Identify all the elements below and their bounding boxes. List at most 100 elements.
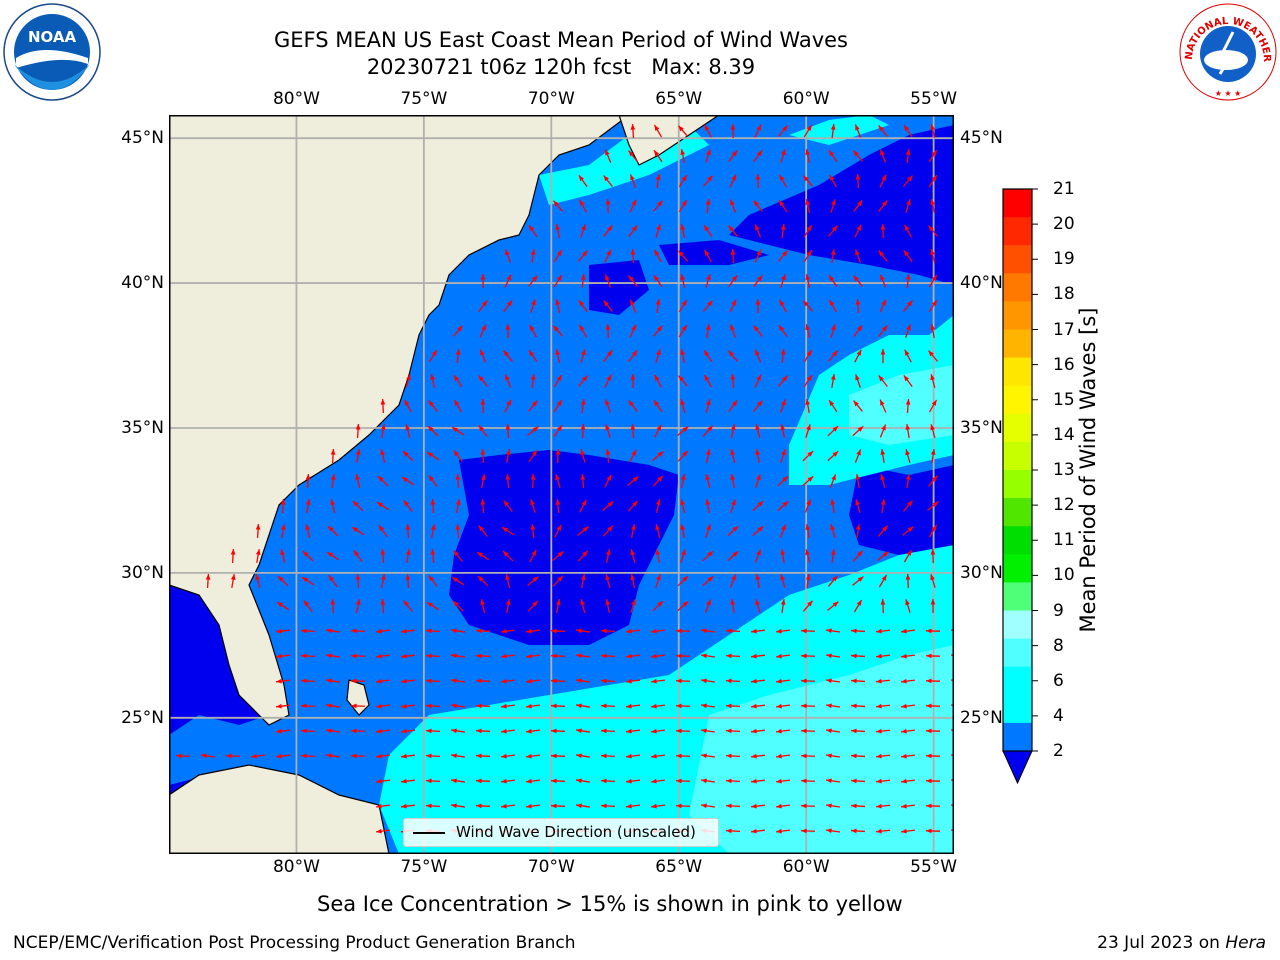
wave-arrowhead bbox=[205, 574, 211, 580]
wave-arrowhead bbox=[555, 499, 561, 505]
wave-arrowhead bbox=[851, 803, 857, 809]
wave-arrowhead bbox=[401, 678, 407, 684]
wave-arrowhead bbox=[502, 527, 509, 533]
colorbar-tick-label: 15 bbox=[1053, 389, 1075, 410]
wave-arrowhead bbox=[528, 350, 535, 357]
wave-arrowhead bbox=[530, 524, 536, 530]
colorbar bbox=[1000, 186, 1060, 790]
wave-arrowhead bbox=[751, 728, 757, 734]
wave-arrowhead bbox=[706, 149, 711, 156]
wave-arrowhead bbox=[301, 703, 307, 709]
wave-arrowhead bbox=[805, 324, 810, 331]
wave-arrowhead bbox=[801, 703, 807, 709]
wave-arrowhead bbox=[805, 199, 810, 206]
wave-arrowhead bbox=[726, 678, 732, 684]
wave-arrowhead bbox=[426, 803, 432, 809]
lat-label-left: 40°N bbox=[121, 273, 164, 294]
wave-arrowhead bbox=[706, 449, 711, 456]
wave-arrowhead bbox=[376, 728, 382, 734]
wave-arrowhead bbox=[826, 778, 832, 784]
wave-arrowhead bbox=[829, 299, 835, 306]
wave-arrowhead bbox=[406, 374, 411, 381]
wave-arrowhead bbox=[751, 628, 757, 634]
wave-arrowhead bbox=[853, 400, 859, 407]
wave-arrowhead bbox=[426, 728, 432, 734]
colorbar-segment bbox=[1003, 526, 1032, 555]
wave-arrowhead bbox=[526, 628, 532, 634]
wave-arrowhead bbox=[355, 474, 360, 481]
wave-arrowhead bbox=[501, 628, 507, 634]
colorbar-tick-label: 17 bbox=[1053, 319, 1075, 340]
wave-arrowhead bbox=[730, 199, 735, 206]
wave-arrowhead bbox=[930, 424, 935, 431]
wave-arrowhead bbox=[326, 678, 332, 684]
wave-arrowhead bbox=[726, 728, 732, 734]
wave-arrowhead bbox=[857, 200, 863, 207]
wave-arrowhead bbox=[931, 150, 937, 156]
wave-arrowhead bbox=[751, 803, 757, 809]
wave-arrowhead bbox=[326, 628, 332, 634]
wave-arrowhead bbox=[926, 803, 932, 809]
wave-arrowhead bbox=[428, 475, 434, 482]
lon-label-bottom: 75°W bbox=[400, 857, 448, 877]
wave-arrowhead bbox=[478, 425, 484, 432]
wave-arrowhead bbox=[526, 703, 532, 709]
wave-arrowhead bbox=[230, 574, 236, 580]
wave-arrowhead bbox=[876, 703, 882, 709]
wave-arrowhead bbox=[327, 526, 334, 532]
wave-arrowhead bbox=[781, 149, 786, 156]
wave-arrowhead bbox=[476, 653, 482, 659]
wave-arrowhead bbox=[476, 728, 482, 734]
wave-arrowhead bbox=[630, 299, 635, 306]
land-masses bbox=[169, 115, 721, 854]
wave-arrowhead bbox=[626, 628, 632, 634]
wave-arrowhead bbox=[756, 374, 761, 381]
wave-arrowhead bbox=[805, 149, 810, 156]
wave-arrowhead bbox=[680, 274, 685, 281]
nws-logo: NATIONAL WEATHER SERVICE ★ ★ ★ bbox=[1174, 0, 1278, 106]
wave-arrowhead bbox=[405, 574, 411, 580]
wave-arrowhead bbox=[930, 124, 935, 131]
footer-date: 23 Jul 2023 on Hera bbox=[1097, 932, 1266, 954]
wave-arrowhead bbox=[780, 424, 786, 431]
wave-arrowhead bbox=[682, 576, 689, 582]
wave-arrowhead bbox=[926, 753, 932, 759]
wave-arrowhead bbox=[653, 275, 660, 282]
lat-label-left: 25°N bbox=[121, 707, 164, 728]
wave-arrowhead bbox=[756, 124, 762, 131]
wave-arrowhead bbox=[476, 803, 482, 809]
colorbar-segment bbox=[1003, 217, 1032, 246]
colorbar-title: Mean Period of Wind Waves [s] bbox=[1076, 307, 1100, 633]
wave-arrowhead bbox=[356, 599, 361, 606]
wave-arrowhead bbox=[553, 200, 559, 207]
wave-arrowhead bbox=[757, 150, 763, 157]
wave-arrowhead bbox=[456, 499, 461, 506]
wave-arrowhead bbox=[855, 524, 861, 530]
wave-arrowhead bbox=[876, 628, 882, 634]
wave-arrowhead bbox=[830, 374, 836, 380]
wave-arrowhead bbox=[380, 399, 386, 405]
wave-arrowhead bbox=[905, 424, 911, 430]
wave-arrowhead bbox=[553, 325, 559, 332]
wave-arrowhead bbox=[476, 753, 482, 759]
wave-arrowhead bbox=[453, 375, 460, 382]
wave-arrowhead bbox=[701, 778, 707, 784]
wave-arrowhead bbox=[907, 526, 914, 532]
wave-arrowhead bbox=[352, 527, 359, 533]
wave-arrowhead bbox=[655, 299, 661, 305]
footer-date-text: 23 Jul 2023 on bbox=[1097, 933, 1226, 953]
wave-arrowhead bbox=[580, 599, 585, 606]
wave-arrowhead bbox=[826, 828, 832, 834]
wave-arrowhead bbox=[930, 249, 935, 256]
wave-arrowhead bbox=[401, 703, 407, 709]
wave-arrowhead bbox=[880, 474, 885, 481]
wave-arrowhead bbox=[829, 275, 835, 282]
wave-arrowhead bbox=[676, 728, 682, 734]
wave-arrowhead bbox=[731, 499, 736, 506]
wave-arrowhead bbox=[532, 426, 539, 432]
wave-arrowhead bbox=[931, 524, 937, 531]
wave-arrowhead bbox=[626, 778, 632, 784]
wave-arrowhead bbox=[701, 678, 707, 684]
wave-arrowhead bbox=[276, 653, 282, 659]
wave-arrowhead bbox=[426, 778, 432, 784]
